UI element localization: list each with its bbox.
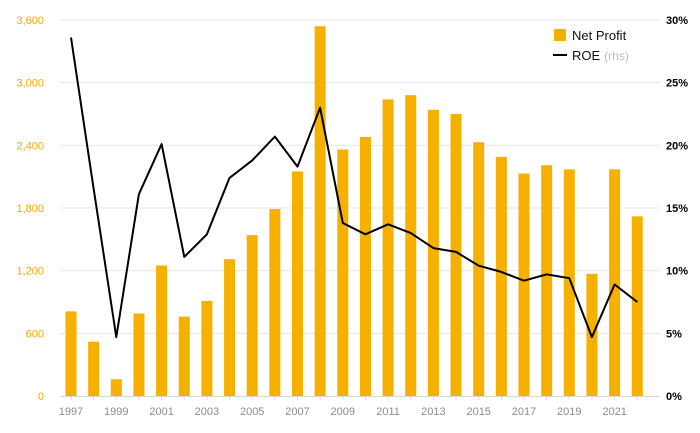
roe-line	[70, 37, 638, 339]
x-tick-label: 2007	[285, 406, 309, 418]
x-tick-label: 2003	[195, 406, 219, 418]
right-axis-ticks: 0% 5% 10% 15% 20% 25% 30%	[666, 15, 688, 403]
net-profit-bars	[65, 26, 643, 397]
bar-2002	[178, 316, 190, 396]
bar-1997	[65, 311, 77, 396]
bar-2015	[473, 142, 485, 396]
left-tick-label: 2,400	[16, 140, 44, 152]
legend-roe-name: ROE	[572, 48, 601, 63]
right-tick-label: 20%	[666, 140, 688, 152]
bar-2018	[541, 165, 553, 396]
left-tick-label: 600	[26, 328, 44, 340]
right-tick-label: 0%	[666, 391, 682, 403]
legend-swatch-net-profit	[554, 29, 566, 41]
bar-2000	[133, 313, 145, 396]
bar-2008	[314, 26, 326, 397]
bar-2021	[609, 169, 621, 396]
left-tick-label: 0	[38, 391, 44, 403]
bar-2022	[631, 216, 643, 396]
x-tick-label: 2013	[421, 406, 445, 418]
right-tick-label: 30%	[666, 15, 688, 27]
bar-2007	[292, 171, 303, 396]
x-tick-label: 2017	[512, 406, 536, 418]
legend-roe-suffix: (rhs)	[604, 49, 629, 63]
bar-2017	[518, 173, 530, 396]
legend-label-roe: ROE (rhs)	[572, 48, 629, 63]
bar-2005	[246, 235, 258, 396]
right-tick-label: 15%	[666, 203, 688, 215]
legend-label-net-profit: Net Profit	[572, 28, 627, 43]
x-tick-label: 1997	[59, 406, 83, 418]
x-tick-label: 2011	[376, 406, 400, 418]
x-tick-label: 2015	[466, 406, 490, 418]
bar-2006	[269, 209, 281, 396]
x-tick-label: 1999	[104, 406, 128, 418]
right-tick-label: 5%	[666, 328, 682, 340]
bar-2019	[563, 169, 575, 396]
bar-2009	[337, 149, 349, 396]
bar-1999	[110, 379, 122, 396]
right-tick-label: 10%	[666, 266, 688, 278]
x-tick-label: 2009	[331, 406, 355, 418]
left-tick-label: 3,000	[16, 78, 44, 90]
bar-2003	[201, 300, 213, 396]
bar-2012	[405, 95, 417, 396]
bar-2011	[382, 99, 394, 396]
legend: Net Profit ROE (rhs)	[553, 28, 629, 63]
x-axis-ticks: 1997 1999 2001 2003 2005 2007 2009 2011 2013 2015…	[59, 396, 638, 418]
left-tick-label: 1,200	[16, 266, 44, 278]
bar-2013	[427, 109, 439, 397]
bar-2004	[224, 259, 236, 396]
x-tick-label: 2021	[602, 406, 626, 418]
roe-line-series	[70, 37, 638, 339]
left-axis-ticks: 0 600 1,200 1,800 2,400 3,000 3,600	[16, 15, 44, 403]
bar-2001	[156, 265, 168, 396]
x-tick-label: 2019	[557, 406, 581, 418]
bar-1998	[88, 341, 100, 396]
bar-2016	[495, 156, 507, 396]
bar-2010	[359, 136, 371, 396]
bar-2014	[450, 114, 462, 396]
x-tick-label: 2001	[149, 406, 173, 418]
right-tick-label: 25%	[666, 78, 688, 90]
left-tick-label: 3,600	[16, 15, 44, 27]
left-tick-label: 1,800	[16, 203, 44, 215]
x-tick-label: 2005	[240, 406, 264, 418]
